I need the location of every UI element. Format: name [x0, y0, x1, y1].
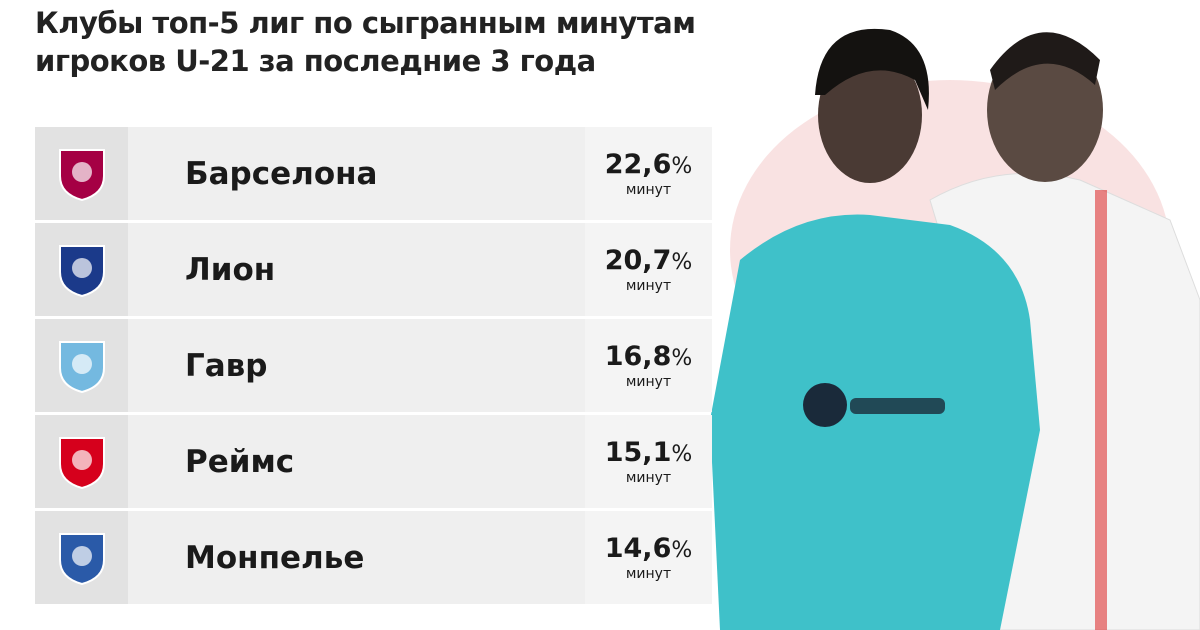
crest-detail [71, 353, 92, 374]
value-unit: % [671, 537, 693, 563]
title-line: игроков U-21 за последние 3 года [35, 44, 596, 78]
players-art [710, 28, 1200, 630]
sponsor-icon [803, 383, 847, 427]
value-cell: 20,7% минут [585, 223, 712, 316]
club-logo [58, 532, 105, 585]
value: 14,6% [604, 532, 693, 566]
club-logo [58, 436, 105, 489]
value-unit: % [671, 441, 693, 467]
table-row: Монпелье 14,6% минут [35, 511, 712, 604]
table-row: Барселона 22,6% минут [35, 127, 712, 220]
club-logo [58, 244, 105, 297]
value-number: 16,8 [604, 340, 672, 372]
value-note: минут [625, 277, 672, 294]
club-name: Барселона [185, 155, 378, 192]
value-cell: 16,8% минут [585, 319, 712, 412]
club-name: Монпелье [185, 539, 365, 576]
title-line: Клубы топ-5 лиг по сыгранным минутам [35, 6, 696, 40]
crest-detail [71, 545, 92, 566]
club-name: Гавр [185, 347, 268, 384]
club-logo-cell [35, 511, 128, 604]
value-number: 20,7 [604, 244, 672, 276]
value-note: минут [625, 469, 672, 486]
value-cell: 22,6% минут [585, 127, 712, 220]
club-logo-cell [35, 415, 128, 508]
club-name: Лион [185, 251, 276, 288]
value: 16,8% [604, 340, 693, 374]
table-row: Реймс 15,1% минут [35, 415, 712, 508]
table-row: Лион 20,7% минут [35, 223, 712, 316]
table: Барселона 22,6% минут Лион 20,7% минут Гавр 16,… [35, 127, 712, 607]
title: Клубы топ-5 лиг по сыгранным минутам игро… [35, 4, 696, 80]
hair [815, 28, 929, 110]
value-note: минут [625, 565, 672, 582]
value-cell: 15,1% минут [585, 415, 712, 508]
value-unit: % [671, 153, 693, 179]
value-number: 15,1 [604, 436, 672, 468]
crest-detail [71, 161, 92, 182]
sponsor-text [850, 398, 945, 414]
club-logo-cell [35, 127, 128, 220]
hair [990, 32, 1100, 90]
stripe [1095, 190, 1107, 630]
club-logo [58, 340, 105, 393]
value: 22,6% [604, 148, 693, 182]
club-logo-cell [35, 319, 128, 412]
value-unit: % [671, 345, 693, 371]
value-number: 14,6 [604, 532, 672, 564]
crest-detail [71, 449, 92, 470]
head [987, 38, 1103, 182]
value-cell: 14,6% минут [585, 511, 712, 604]
value-note: минут [625, 181, 672, 198]
value-note: минут [625, 373, 672, 390]
teal-jersey [710, 214, 1040, 630]
value-number: 22,6 [604, 148, 672, 180]
value: 20,7% [604, 244, 693, 278]
club-name: Реймс [185, 443, 295, 480]
club-logo-cell [35, 223, 128, 316]
value-unit: % [671, 249, 693, 275]
crest-detail [71, 257, 92, 278]
club-logo [58, 148, 105, 201]
value: 15,1% [604, 436, 693, 470]
table-row: Гавр 16,8% минут [35, 319, 712, 412]
